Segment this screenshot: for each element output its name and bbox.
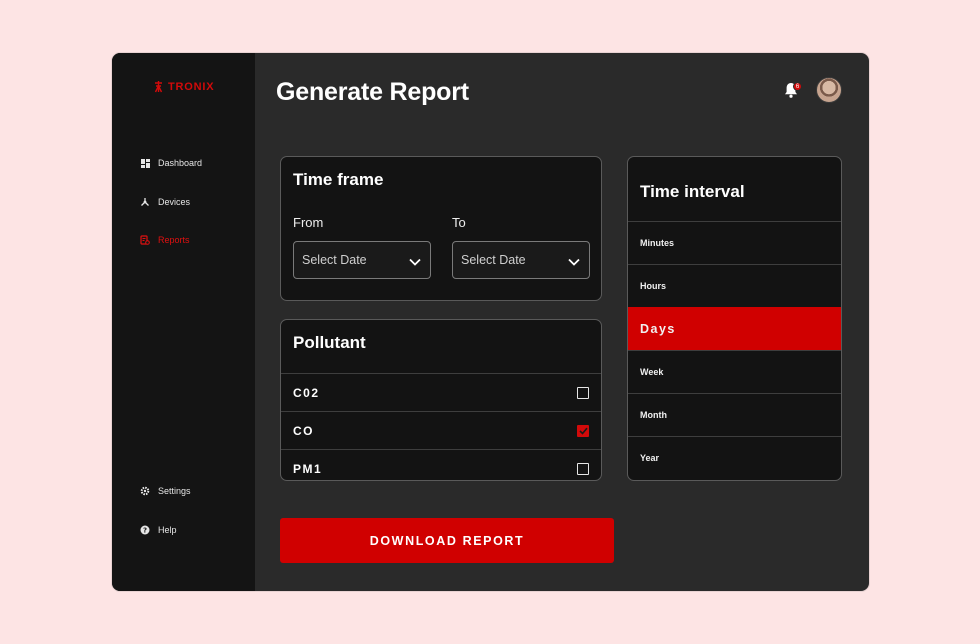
from-date-select[interactable]: Select Date bbox=[293, 241, 431, 279]
check-icon bbox=[578, 427, 588, 435]
pollutant-title: Pollutant bbox=[293, 333, 366, 352]
to-label: To bbox=[452, 215, 466, 230]
time-frame-title: Time frame bbox=[293, 170, 384, 189]
interval-option-month[interactable]: Month bbox=[628, 393, 841, 436]
page-title: Generate Report bbox=[276, 78, 469, 106]
pollutant-card: Pollutant C02 CO PM1 bbox=[280, 319, 602, 481]
sidebar: TRONIX Dashboard Devices Reports bbox=[112, 53, 255, 591]
sidebar-item-label: Reports bbox=[158, 235, 190, 246]
sidebar-item-settings[interactable]: Settings bbox=[140, 472, 191, 511]
interval-option-week[interactable]: Week bbox=[628, 350, 841, 393]
sidebar-footer-nav: Settings ? Help bbox=[140, 472, 191, 549]
pollutant-label: CO bbox=[293, 423, 314, 438]
to-date-select[interactable]: Select Date bbox=[452, 241, 590, 279]
help-icon: ? bbox=[140, 525, 150, 535]
grid-icon bbox=[140, 158, 150, 168]
tower-icon bbox=[153, 80, 164, 93]
time-interval-title: Time interval bbox=[640, 182, 745, 201]
notification-badge: 6 bbox=[793, 82, 802, 91]
app-window: TRONIX Dashboard Devices Reports bbox=[112, 53, 869, 591]
pollutant-row-c02[interactable]: C02 bbox=[281, 373, 601, 411]
devices-icon bbox=[140, 197, 150, 207]
pollutant-label: PM1 bbox=[293, 461, 323, 476]
time-interval-card: Time interval Minutes Hours Days Week Mo… bbox=[627, 156, 842, 481]
avatar[interactable] bbox=[816, 77, 842, 103]
sidebar-item-label: Dashboard bbox=[158, 158, 203, 169]
main-content: Generate Report 6 Time frame From To Sel… bbox=[255, 53, 869, 591]
pollutant-row-co[interactable]: CO bbox=[281, 411, 601, 449]
interval-option-days[interactable]: Days bbox=[628, 307, 841, 350]
co-checkbox[interactable] bbox=[577, 424, 589, 437]
sidebar-item-label: Devices bbox=[158, 196, 191, 207]
from-date-value: Select Date bbox=[302, 253, 367, 267]
svg-text:?: ? bbox=[143, 526, 147, 534]
chevron-down-icon bbox=[409, 255, 421, 269]
chevron-down-icon bbox=[568, 255, 580, 269]
interval-option-minutes[interactable]: Minutes bbox=[628, 221, 841, 264]
to-date-value: Select Date bbox=[461, 253, 526, 267]
brand-name: TRONIX bbox=[168, 80, 215, 93]
c02-checkbox[interactable] bbox=[577, 386, 589, 399]
from-label: From bbox=[293, 215, 324, 230]
interval-option-hours[interactable]: Hours bbox=[628, 264, 841, 307]
gear-icon bbox=[140, 486, 150, 496]
interval-option-year[interactable]: Year bbox=[628, 436, 841, 479]
download-report-button[interactable]: DOWNLOAD REPORT bbox=[280, 518, 614, 563]
sidebar-item-help[interactable]: ? Help bbox=[140, 511, 191, 550]
reports-icon bbox=[140, 235, 150, 246]
sidebar-item-label: Settings bbox=[158, 486, 191, 497]
pollutant-row-pm1[interactable]: PM1 bbox=[281, 449, 601, 480]
pm1-checkbox[interactable] bbox=[577, 462, 589, 475]
sidebar-item-dashboard[interactable]: Dashboard bbox=[140, 144, 202, 183]
time-frame-card: Time frame From To Select Date Select Da… bbox=[280, 156, 602, 301]
brand-logo[interactable]: TRONIX bbox=[153, 80, 214, 93]
sidebar-nav: Dashboard Devices Reports bbox=[140, 144, 202, 260]
sidebar-item-label: Help bbox=[158, 524, 177, 535]
sidebar-item-reports[interactable]: Reports bbox=[140, 221, 202, 260]
sidebar-item-devices[interactable]: Devices bbox=[140, 183, 202, 222]
pollutant-label: C02 bbox=[293, 385, 320, 400]
